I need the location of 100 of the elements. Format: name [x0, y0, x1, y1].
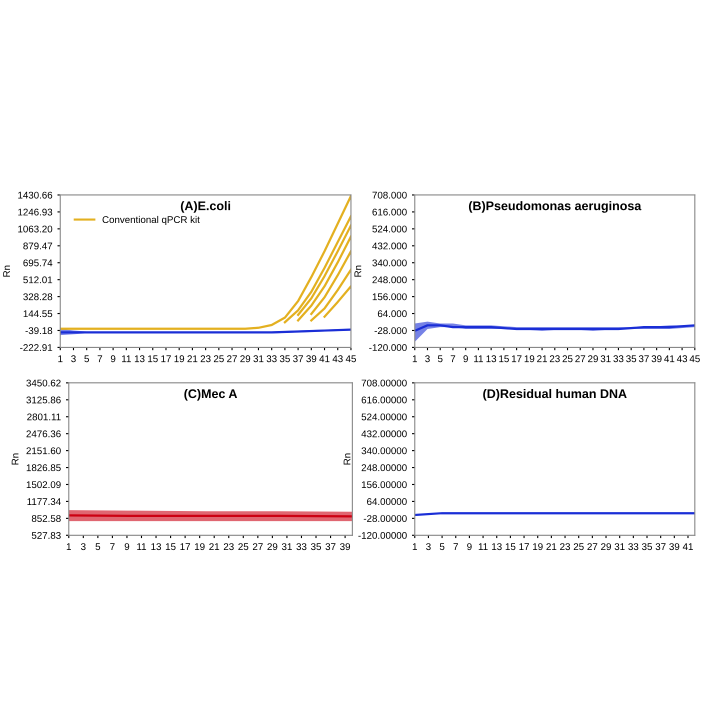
y-tick-label: 1063.20: [18, 226, 52, 232]
x-tick-label: 13: [151, 543, 162, 550]
x-tick-label: 21: [537, 355, 547, 362]
x-tick-label: 9: [124, 543, 130, 550]
x-tick-label: 1: [412, 355, 417, 362]
x-tick-label: 19: [174, 355, 184, 362]
x-tick-label: 3: [425, 355, 430, 362]
y-tick-label: 1826.85: [26, 464, 61, 472]
x-tick-label: 1: [412, 543, 417, 550]
x-tick-label: 29: [588, 355, 598, 362]
x-tick-label: 5: [438, 355, 443, 362]
y-tick-label: -222.91: [20, 344, 52, 352]
y-tick-label: 64.000: [378, 310, 407, 318]
y-tick-label: 708.00000: [362, 380, 407, 386]
x-tick-label: 23: [224, 543, 234, 550]
x-tick-label: 29: [601, 543, 611, 550]
y-tick-label: -120.000: [369, 344, 407, 352]
x-tick-label: 25: [214, 355, 224, 362]
chart-title: (D)Residual human DNA: [483, 388, 627, 401]
x-tick-label: 45: [346, 355, 356, 362]
y-tick-label: 3450.62: [26, 380, 61, 386]
x-tick-label: 21: [187, 355, 198, 362]
x-tick-label: 11: [478, 543, 488, 550]
x-tick-label: 25: [238, 543, 248, 550]
chart-title: (A)E.coli: [180, 201, 230, 213]
chart-title: (C)Mec A: [184, 388, 238, 401]
x-tick-label: 23: [550, 355, 560, 362]
x-tick-label: 37: [326, 543, 336, 550]
y-tick-label: 64.00000: [367, 498, 407, 506]
y-tick-label: 616.000: [372, 208, 407, 216]
y-tick-label: 1177.34: [27, 498, 61, 506]
y-tick-label: -39.18: [25, 327, 52, 334]
y-tick-label: 2151.60: [26, 447, 61, 454]
y-tick-label: 695.74: [23, 259, 52, 266]
y-tick-label: 1502.09: [26, 481, 61, 488]
x-tick-label: 9: [467, 543, 472, 550]
x-tick-label: 43: [332, 355, 343, 362]
x-tick-label: 11: [122, 355, 131, 362]
x-tick-label: 27: [227, 355, 237, 362]
x-tick-label: 25: [574, 543, 584, 550]
x-tick-label: 11: [474, 355, 483, 362]
x-tick-label: 19: [533, 543, 543, 550]
x-tick-label: 13: [492, 543, 502, 550]
y-tick-label: 1246.93: [18, 208, 52, 216]
x-tick-label: 3: [71, 355, 76, 362]
y-tick-label: 340.00000: [362, 447, 407, 454]
x-tick-label: 5: [440, 543, 444, 550]
x-tick-label: 17: [180, 543, 190, 550]
y-tick-label: 524.000: [372, 226, 407, 232]
legend-label: Conventional qPCR kit: [102, 216, 200, 225]
x-tick-label: 43: [676, 355, 688, 362]
x-tick-label: 19: [524, 355, 534, 362]
y-tick-label: 2476.36: [26, 430, 61, 438]
x-tick-label: 15: [506, 543, 516, 550]
y-tick-label: -28.00000: [364, 515, 407, 522]
x-tick-label: 7: [110, 543, 115, 550]
y-axis-title: Rn: [3, 266, 10, 277]
x-tick-label: 33: [628, 543, 638, 550]
y-tick-label: 156.00000: [362, 481, 407, 488]
y-tick-label: 1430.66: [18, 192, 52, 199]
x-tick-label: 1: [58, 355, 62, 362]
x-tick-label: 7: [454, 543, 458, 550]
y-tick-label: 328.28: [23, 293, 52, 300]
x-tick-label: 15: [499, 355, 509, 362]
y-tick-label: 432.000: [372, 242, 407, 250]
x-tick-label: 29: [240, 355, 250, 362]
x-tick-label: 39: [340, 543, 350, 550]
x-tick-label: 31: [282, 543, 292, 550]
y-tick-label: -28.000: [374, 327, 407, 334]
x-tick-label: 13: [134, 355, 145, 362]
x-tick-label: 35: [280, 355, 290, 362]
y-tick-label: 144.55: [24, 310, 52, 318]
x-tick-label: 29: [267, 543, 278, 550]
y-tick-label: 879.47: [23, 242, 52, 250]
y-tick-label: 248.00000: [362, 464, 407, 472]
x-tick-label: 19: [195, 543, 205, 550]
y-tick-label: 340.000: [372, 259, 407, 266]
x-tick-label: 31: [253, 355, 264, 362]
x-tick-label: 35: [626, 355, 636, 362]
y-tick-label: 616.00000: [362, 396, 407, 404]
y-axis-title: Rn: [12, 453, 18, 464]
x-tick-label: 27: [575, 355, 586, 362]
y-tick-label: 708.000: [372, 192, 407, 199]
x-tick-label: 5: [96, 543, 100, 550]
x-tick-label: 41: [682, 543, 693, 550]
x-tick-label: 31: [600, 355, 611, 362]
x-tick-label: 21: [546, 543, 556, 550]
x-tick-label: 17: [161, 355, 171, 362]
x-tick-label: 31: [614, 543, 625, 550]
x-tick-label: 9: [463, 355, 468, 362]
y-axis-title: Rn: [344, 453, 350, 464]
x-tick-label: 23: [560, 543, 570, 550]
y-tick-label: 156.000: [372, 293, 407, 300]
y-tick-label: 527.83: [32, 532, 61, 539]
x-tick-label: 25: [562, 355, 573, 362]
x-tick-label: 5: [84, 355, 89, 362]
x-tick-label: 33: [266, 355, 277, 362]
x-tick-label: 27: [587, 543, 598, 550]
x-tick-label: 15: [148, 355, 158, 362]
x-tick-label: 1: [66, 543, 71, 550]
